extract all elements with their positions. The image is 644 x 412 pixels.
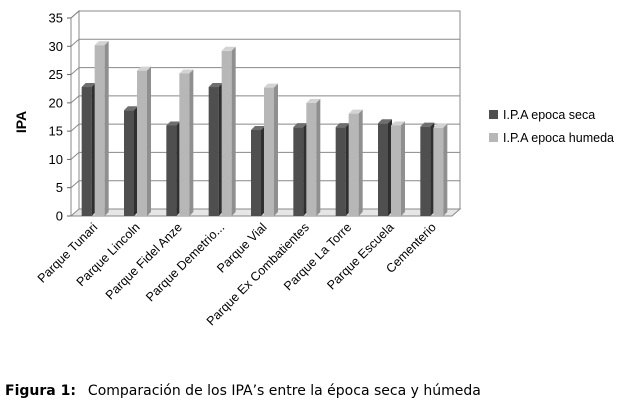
bar-front xyxy=(335,127,346,216)
x-category-label: Parque Demetrio... xyxy=(143,220,227,304)
bar-top xyxy=(179,69,194,74)
figure-caption-text: Comparación de los IPA’s entre la época … xyxy=(87,383,481,399)
bar-top xyxy=(433,123,448,128)
bar xyxy=(335,123,350,216)
y-tick-label: 30 xyxy=(49,39,63,54)
bar-side xyxy=(358,109,363,216)
bar-front xyxy=(137,70,147,217)
bar-front xyxy=(208,87,219,216)
bar-front xyxy=(264,87,274,216)
figure-caption: Figura 1: Comparación de los IPA’s entre … xyxy=(5,383,481,399)
bar-side xyxy=(401,121,405,216)
bar xyxy=(251,126,265,216)
gridline-diagonal xyxy=(70,38,80,47)
bar-side xyxy=(231,46,236,216)
gridline-diagonal xyxy=(70,123,80,132)
bar-top xyxy=(420,122,435,127)
bar-front xyxy=(378,123,388,216)
bar-top xyxy=(293,123,308,128)
legend-swatch xyxy=(489,133,498,142)
figure-caption-label: Figura 1: xyxy=(5,383,76,399)
bar-top xyxy=(378,119,392,124)
bar-front xyxy=(433,127,444,216)
bar xyxy=(179,69,194,216)
bar-side xyxy=(443,123,448,216)
bar xyxy=(391,121,405,216)
bar-top xyxy=(335,123,350,128)
bar-front xyxy=(420,126,431,216)
gridline-diagonal xyxy=(70,67,80,75)
bar-top xyxy=(137,66,151,71)
bar xyxy=(94,41,109,217)
bar-front xyxy=(306,102,317,216)
bar-top xyxy=(94,41,109,46)
back-wall-border xyxy=(79,10,461,209)
bar-top xyxy=(348,109,363,114)
bar-side xyxy=(104,41,109,217)
legend-label: I.P.A epoca humeda xyxy=(503,131,614,145)
gridline-diagonal xyxy=(70,180,80,189)
bar-side xyxy=(189,69,194,216)
bar-top xyxy=(124,106,138,111)
bar-top xyxy=(306,98,321,103)
bar xyxy=(81,83,96,216)
bar xyxy=(433,123,448,216)
bar-side xyxy=(316,98,321,216)
bar-front xyxy=(124,110,134,216)
legend-label: I.P.A epoca seca xyxy=(503,108,595,122)
bar xyxy=(420,122,435,216)
bar-side xyxy=(147,66,151,217)
gridline-diagonal xyxy=(70,152,80,160)
y-axis-ticks: 0 5 10 15 20 25 30 35 xyxy=(49,11,71,224)
bar xyxy=(137,66,151,217)
bar-top xyxy=(391,121,405,126)
x-category-label: Parque Fidel Anze xyxy=(103,220,185,302)
y-tick-label: 0 xyxy=(56,209,63,224)
bar xyxy=(264,83,278,216)
legend: I.P.A epoca seca I.P.A epoca humeda xyxy=(489,108,614,145)
bar-front xyxy=(293,127,304,216)
bar-top xyxy=(251,126,265,131)
bar-front xyxy=(391,125,401,216)
gridline-diagonal xyxy=(70,95,80,104)
y-axis-title: IPA xyxy=(13,111,29,133)
bar-top xyxy=(166,121,181,126)
bar xyxy=(208,83,223,216)
legend-swatch xyxy=(489,110,498,119)
bar-top xyxy=(208,83,223,88)
bar xyxy=(221,46,236,216)
bar-side xyxy=(274,83,278,216)
y-tick-label: 5 xyxy=(56,180,63,195)
y-tick-label: 20 xyxy=(49,95,63,110)
y-tick-label: 35 xyxy=(49,11,63,26)
bar xyxy=(378,119,392,216)
y-tick-label: 25 xyxy=(49,67,63,82)
bar xyxy=(166,121,181,216)
y-tick-label: 15 xyxy=(49,124,63,139)
bar-front xyxy=(348,113,359,216)
bar xyxy=(348,109,363,216)
bars xyxy=(81,41,448,217)
bar-top xyxy=(221,46,236,51)
bar-top xyxy=(264,83,278,88)
bar-top xyxy=(81,83,96,88)
bar xyxy=(293,123,308,216)
bar xyxy=(306,98,321,216)
bar xyxy=(124,106,138,216)
y-tick-label: 10 xyxy=(49,152,63,167)
bar-front xyxy=(179,73,190,216)
bar-front xyxy=(166,125,177,216)
bar-front xyxy=(94,45,105,217)
bar-front xyxy=(221,50,232,216)
bar-front xyxy=(81,87,92,216)
bar-front xyxy=(251,130,261,216)
left-wall xyxy=(70,9,80,216)
